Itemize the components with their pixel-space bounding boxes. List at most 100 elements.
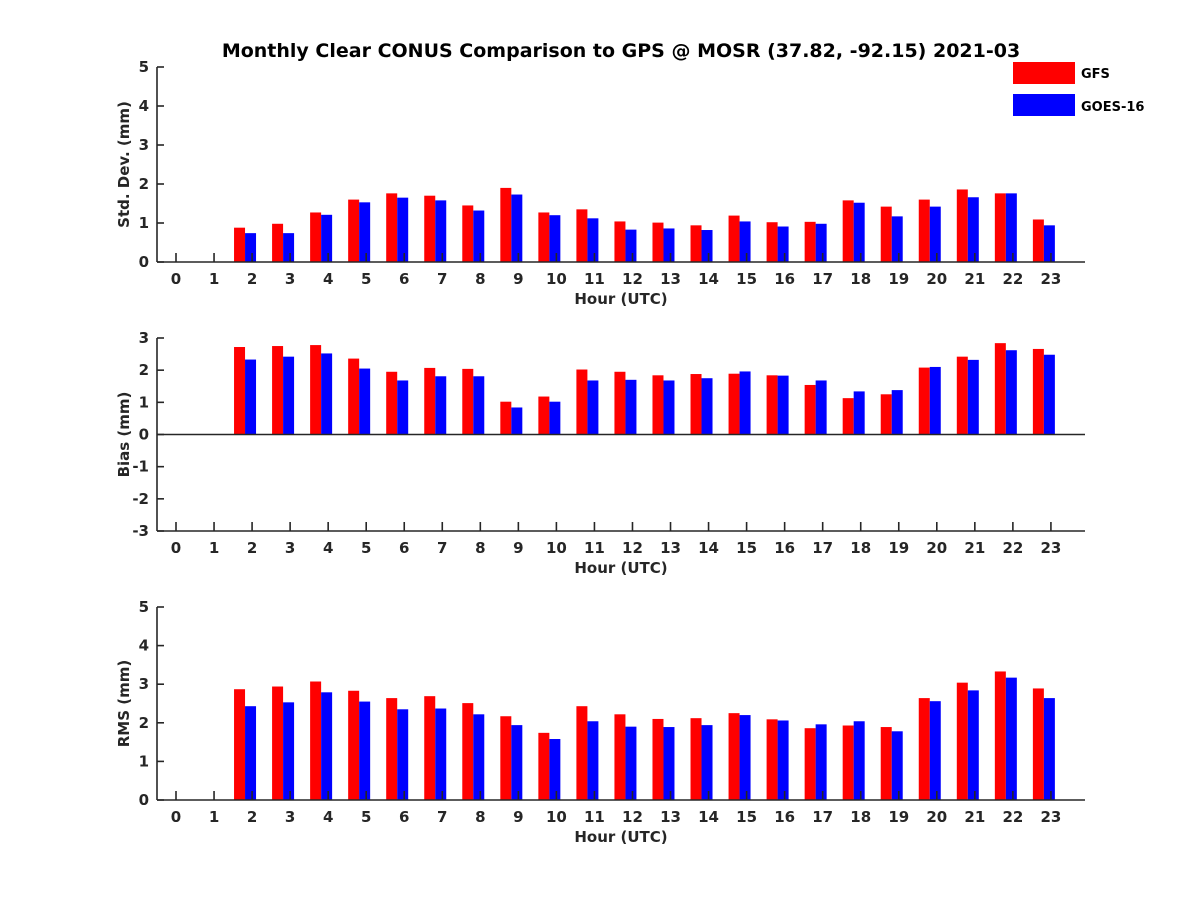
bar-gfs-hour-15 <box>766 222 778 262</box>
bar-gfs-hour-7 <box>462 703 474 800</box>
x-tick-label: 18 <box>850 808 871 826</box>
bar-goes16-hour-9 <box>549 739 561 800</box>
x-tick-label: 1 <box>209 539 219 557</box>
x-tick-label: 4 <box>323 808 333 826</box>
x-tick-label: 4 <box>323 270 333 288</box>
bar-gfs-hour-9 <box>538 732 550 800</box>
bar-gfs-hour-15 <box>766 375 778 435</box>
y-tick-label: -3 <box>132 522 149 540</box>
bar-goes16-hour-14 <box>739 371 751 435</box>
bar-goes16-hour-7 <box>473 714 485 800</box>
bar-gfs-hour-1 <box>234 227 246 262</box>
y-tick-label: 1 <box>139 393 149 411</box>
bar-goes16-hour-5 <box>397 709 409 800</box>
x-tick-label: 5 <box>361 270 371 288</box>
x-tick-label: 7 <box>437 808 447 826</box>
x-tick-label: 6 <box>399 270 409 288</box>
x-tick-label: 21 <box>964 539 985 557</box>
y-tick-label: 3 <box>139 675 149 693</box>
bar-goes16-hour-16 <box>815 223 827 262</box>
bar-goes16-hour-7 <box>473 210 485 262</box>
y-tick-label: 0 <box>139 253 149 271</box>
x-tick-label: 17 <box>812 808 833 826</box>
x-tick-label: 14 <box>698 808 719 826</box>
y-tick-label: 1 <box>139 752 149 770</box>
bar-goes16-hour-3 <box>321 353 333 435</box>
bar-gfs-hour-21 <box>994 671 1006 800</box>
x-tick-label: 6 <box>399 808 409 826</box>
y-tick-label: 3 <box>139 329 149 347</box>
bar-goes16-hour-2 <box>283 233 295 262</box>
x-tick-label: 3 <box>285 808 295 826</box>
y-tick-label: 5 <box>139 58 149 76</box>
bar-goes16-hour-17 <box>853 721 865 800</box>
bar-goes16-hour-11 <box>625 229 637 262</box>
bar-goes16-hour-9 <box>549 215 561 262</box>
x-tick-label: 3 <box>285 539 295 557</box>
bar-gfs-hour-8 <box>500 401 512 435</box>
x-tick-label: 9 <box>513 808 523 826</box>
bar-gfs-hour-14 <box>728 373 740 435</box>
bar-goes16-hour-19 <box>929 206 941 262</box>
bar-gfs-hour-12 <box>652 222 664 262</box>
bar-gfs-hour-5 <box>386 698 398 800</box>
x-tick-label: 11 <box>584 539 605 557</box>
x-tick-label: 5 <box>361 808 371 826</box>
bar-gfs-hour-6 <box>424 367 436 435</box>
bar-goes16-hour-10 <box>587 721 599 800</box>
y-tick-label: -1 <box>132 458 149 476</box>
bar-goes16-hour-20 <box>967 197 979 262</box>
bar-goes16-hour-11 <box>625 726 637 800</box>
bar-goes16-hour-8 <box>511 407 523 435</box>
bar-goes16-hour-3 <box>321 692 333 800</box>
bar-gfs-hour-15 <box>766 719 778 800</box>
bar-gfs-hour-17 <box>842 725 854 800</box>
x-tick-label: 19 <box>888 808 909 826</box>
bar-gfs-hour-13 <box>690 225 702 262</box>
x-tick-label: 17 <box>812 539 833 557</box>
bar-gfs-hour-20 <box>956 356 968 435</box>
bar-gfs-hour-22 <box>1032 348 1044 435</box>
bar-goes16-hour-5 <box>397 380 409 435</box>
bar-goes16-hour-12 <box>663 380 675 435</box>
bar-gfs-hour-9 <box>538 396 550 435</box>
x-tick-label: 20 <box>926 270 947 288</box>
bar-goes16-hour-20 <box>967 690 979 800</box>
y-axis-label: RMS (mm) <box>115 660 133 747</box>
bar-gfs-hour-12 <box>652 718 664 800</box>
bar-gfs-hour-16 <box>804 384 816 435</box>
x-tick-label: 16 <box>774 539 795 557</box>
x-tick-label: 7 <box>437 270 447 288</box>
x-tick-label: 23 <box>1040 539 1061 557</box>
x-tick-label: 18 <box>850 270 871 288</box>
legend-label-gfs: GFS <box>1081 67 1110 82</box>
bar-gfs-hour-5 <box>386 371 398 435</box>
bar-gfs-hour-10 <box>576 706 588 800</box>
x-tick-label: 14 <box>698 270 719 288</box>
bar-gfs-hour-11 <box>614 714 626 800</box>
y-tick-label: 2 <box>139 361 149 379</box>
x-tick-label: 1 <box>209 808 219 826</box>
y-tick-label: 2 <box>139 714 149 732</box>
bar-gfs-hour-16 <box>804 728 816 800</box>
bar-goes16-hour-21 <box>1005 677 1017 800</box>
legend-swatch-gfs <box>1013 62 1075 84</box>
bar-goes16-hour-18 <box>891 731 903 800</box>
bar-gfs-hour-8 <box>500 187 512 262</box>
y-tick-label: 1 <box>139 214 149 232</box>
x-tick-label: 15 <box>736 270 757 288</box>
bar-gfs-hour-4 <box>348 199 360 262</box>
bar-gfs-hour-12 <box>652 375 664 435</box>
bar-gfs-hour-22 <box>1032 688 1044 800</box>
bar-gfs-hour-19 <box>918 367 930 435</box>
bar-gfs-hour-20 <box>956 682 968 800</box>
x-axis-label: Hour (UTC) <box>574 828 667 846</box>
bar-gfs-hour-6 <box>424 195 436 262</box>
bar-goes16-hour-22 <box>1043 354 1055 435</box>
x-tick-label: 18 <box>850 539 871 557</box>
x-tick-label: 8 <box>475 539 485 557</box>
x-tick-label: 8 <box>475 808 485 826</box>
bar-gfs-hour-17 <box>842 200 854 262</box>
y-tick-label: 4 <box>139 637 149 655</box>
